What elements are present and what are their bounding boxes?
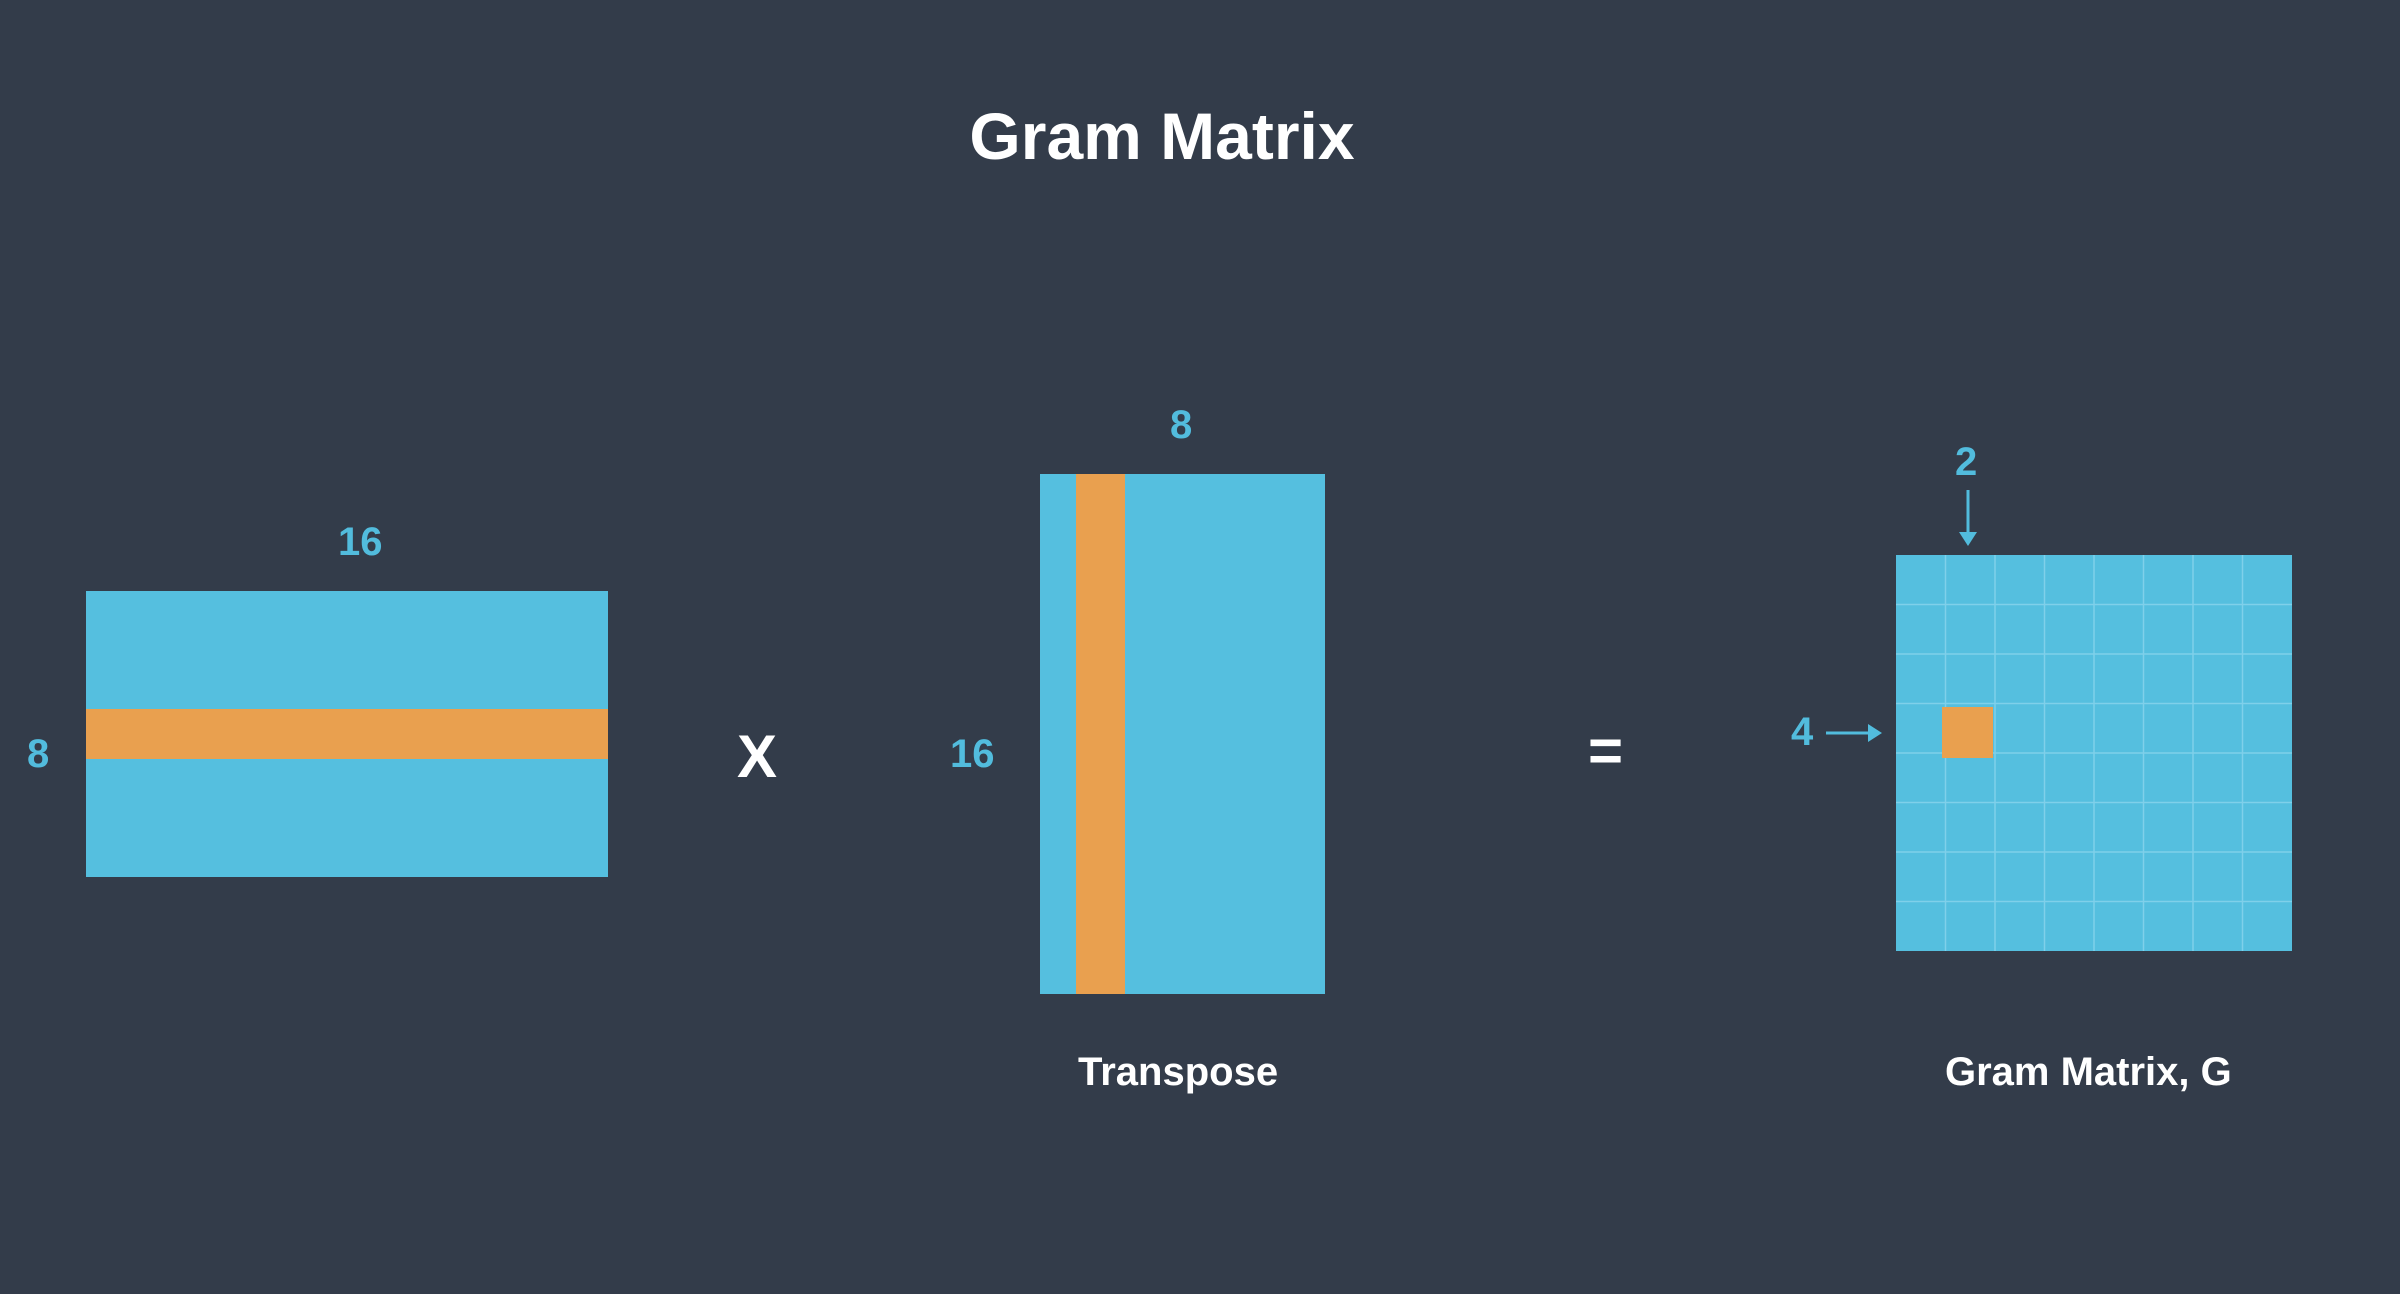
equals-operator: = (1588, 717, 1624, 784)
transpose-matrix-cols-label: 8 (1170, 403, 1193, 447)
feature-matrix-highlight-row (86, 709, 608, 759)
gram-matrix-row-index-label: 4 (1791, 710, 1814, 754)
gram-matrix-highlight-cell (1942, 707, 1993, 758)
gram-matrix (1896, 555, 2292, 951)
transpose-matrix-rows-label: 16 (950, 732, 995, 776)
col-index-arrow-icon (1959, 490, 1977, 546)
row-index-arrow-icon (1826, 724, 1882, 742)
feature-matrix (86, 591, 608, 877)
diagram-title: Gram Matrix (969, 99, 1355, 173)
gram-matrix-col-index-label: 2 (1955, 440, 1978, 484)
multiply-operator: X (737, 723, 778, 790)
transpose-matrix (1040, 474, 1325, 994)
gram-matrix-caption: Gram Matrix, G (1945, 1050, 2232, 1094)
feature-matrix-rows-label: 8 (27, 732, 50, 776)
transpose-caption: Transpose (1078, 1050, 1279, 1094)
gram-matrix-grid (1896, 555, 2292, 951)
transpose-matrix-highlight-column (1076, 474, 1125, 994)
feature-matrix-cols-label: 16 (338, 520, 383, 564)
